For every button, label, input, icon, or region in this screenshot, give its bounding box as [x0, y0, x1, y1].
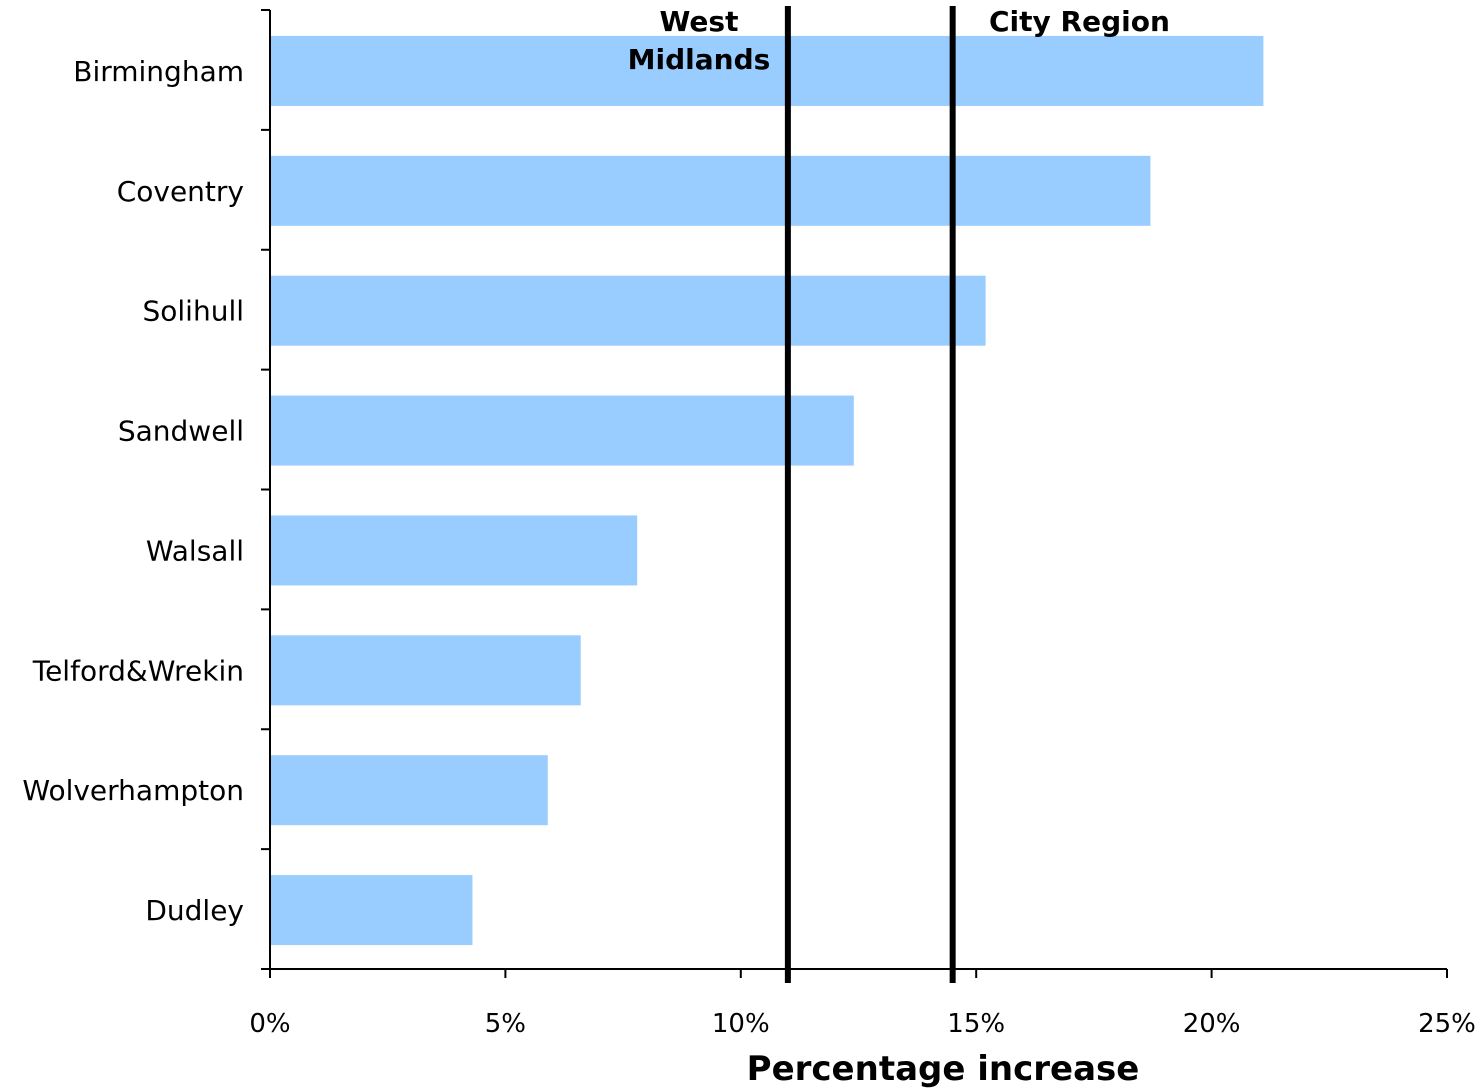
reference-line-label: City Region [989, 5, 1170, 38]
bar-walsall [270, 515, 638, 586]
axes-group [261, 9, 1448, 978]
x-tick-label: 10% [712, 1009, 770, 1039]
x-tick-label: 20% [1183, 1009, 1241, 1039]
category-label: Dudley [145, 894, 244, 927]
category-label: Coventry [117, 175, 244, 208]
bar-dudley [270, 875, 473, 946]
x-tick-label: 15% [947, 1009, 1005, 1039]
bar-solihull [270, 275, 986, 346]
tick-labels-group: 0% 5% 10% 15% 20% 25% [249, 1009, 1476, 1039]
bar-wolverhampton [270, 755, 548, 826]
x-axis-title: Percentage increase [747, 1049, 1140, 1089]
category-label: Sandwell [118, 415, 244, 448]
category-label: Walsall [146, 534, 244, 567]
bar-birmingham [270, 35, 1264, 106]
bar-coventry [270, 155, 1151, 226]
reference-lines-group: West Midlands City Region [628, 5, 1170, 983]
x-tick-label: 25% [1418, 1009, 1476, 1039]
category-label: Solihull [142, 295, 244, 328]
category-label: Telford&Wrekin [32, 654, 244, 687]
category-label: Wolverhampton [22, 774, 244, 807]
reference-line-label: West [660, 5, 739, 38]
bars-group [270, 35, 1264, 946]
category-label: Birmingham [73, 55, 244, 88]
bar-sandwell [270, 395, 854, 466]
bar-telford-wrekin [270, 635, 581, 706]
x-tick-label: 0% [249, 1009, 290, 1039]
category-labels-group: Birmingham Coventry Solihull Sandwell Walsal… [22, 55, 244, 927]
reference-line-label: Midlands [628, 43, 771, 76]
x-tick-label: 5% [485, 1009, 526, 1039]
